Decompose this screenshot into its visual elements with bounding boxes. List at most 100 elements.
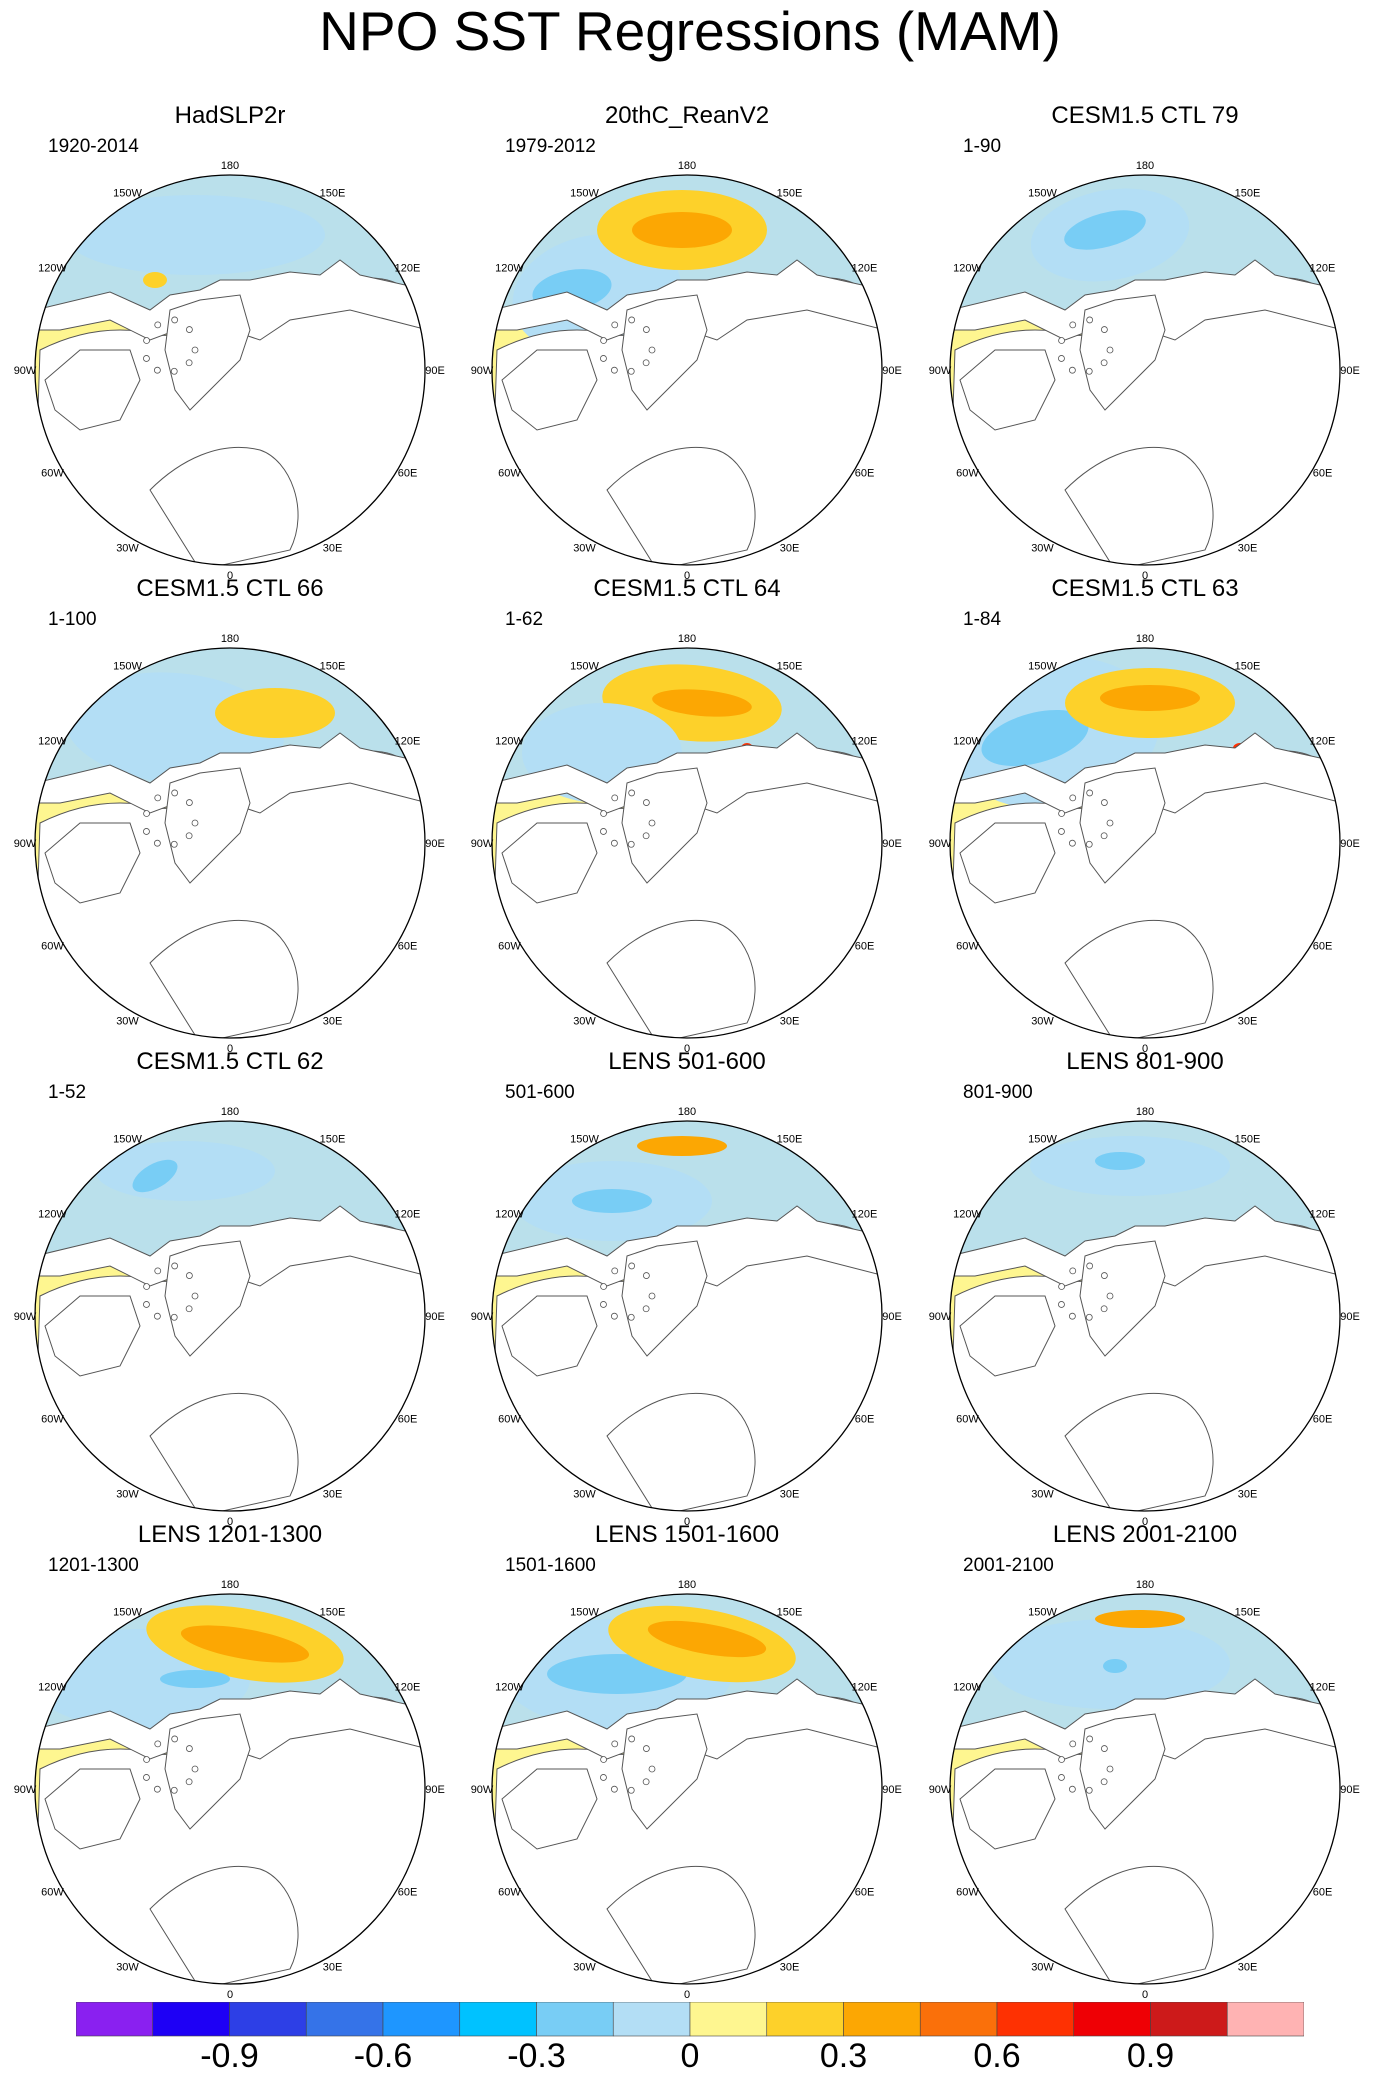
island bbox=[143, 828, 150, 835]
island bbox=[600, 355, 607, 362]
panel-period: 501-600 bbox=[505, 1082, 575, 1103]
map-border bbox=[491, 647, 883, 1039]
panel-title: LENS 1201-1300 bbox=[137, 1521, 323, 1548]
colorbar-tick-label: 0.3 bbox=[819, 2037, 868, 2075]
longitude-label: 120E bbox=[852, 736, 878, 748]
longitude-label: 150W bbox=[113, 1133, 142, 1145]
land-mass bbox=[501, 822, 598, 904]
longitude-label: 60E bbox=[1313, 941, 1333, 953]
longitude-label: 60E bbox=[398, 1887, 418, 1899]
anomaly-patch bbox=[132, 1159, 178, 1193]
land-mass bbox=[959, 349, 1056, 431]
longitude-label: 30E bbox=[780, 1489, 800, 1501]
longitude-label: 30W bbox=[1031, 543, 1054, 555]
figure-title: NPO SST Regressions (MAM) bbox=[319, 0, 1061, 62]
map-border bbox=[491, 1120, 883, 1512]
longitude-label: 150W bbox=[570, 1606, 599, 1618]
island bbox=[143, 1756, 150, 1763]
island bbox=[1068, 1312, 1076, 1320]
map-panel: CESM1.5 CTL 66 1-100 180 150E 120E 90E 60E 30E 0… bbox=[10, 573, 450, 1055]
polar-map: 180 150E 120E 90E 60E 30E 0 30W 60W 90W 120W 150W bbox=[471, 1106, 902, 1528]
island bbox=[143, 355, 150, 362]
colorbar-swatch bbox=[689, 2002, 768, 2037]
land-mass bbox=[1079, 1713, 1166, 1830]
longitude-label: 90E bbox=[425, 1784, 445, 1796]
longitude-label: 60W bbox=[498, 941, 521, 953]
longitude-label: 60W bbox=[956, 468, 979, 480]
island bbox=[185, 1272, 193, 1279]
island bbox=[627, 367, 635, 375]
longitude-label: 60E bbox=[398, 468, 418, 480]
map-panel: 20thC_ReanV2 1979-2012 180 150E 120E 90E 60E 30… bbox=[467, 100, 907, 582]
longitude-label: 90E bbox=[882, 365, 902, 377]
longitude-label: 180 bbox=[221, 1579, 239, 1591]
island bbox=[1100, 832, 1108, 840]
longitude-label: 90E bbox=[1340, 1311, 1360, 1323]
panel-period: 1920-2014 bbox=[48, 136, 139, 157]
anomaly-patch bbox=[572, 1189, 652, 1213]
land-mass bbox=[1079, 294, 1166, 411]
longitude-label: 0 bbox=[227, 570, 233, 582]
map-border bbox=[34, 1593, 426, 1985]
island bbox=[627, 840, 635, 848]
longitude-label: 30W bbox=[1031, 1016, 1054, 1028]
longitude-label: 30E bbox=[1238, 1962, 1258, 1974]
longitude-label: 120W bbox=[953, 1209, 982, 1221]
longitude-label: 30E bbox=[323, 1016, 343, 1028]
panel-period: 801-900 bbox=[963, 1082, 1033, 1103]
longitude-label: 60W bbox=[498, 1414, 521, 1426]
island bbox=[143, 1283, 150, 1290]
longitude-label: 90W bbox=[929, 1784, 952, 1796]
longitude-label: 150W bbox=[1028, 187, 1057, 199]
longitude-label: 30E bbox=[780, 543, 800, 555]
longitude-label: 120W bbox=[953, 263, 982, 275]
island bbox=[1100, 799, 1108, 806]
longitude-label: 120W bbox=[953, 1682, 982, 1694]
map-panel: CESM1.5 CTL 62 1-52 180 150E 120E 90E 60E 30E 0 3… bbox=[10, 1046, 450, 1528]
colorbar-swatch bbox=[919, 2002, 998, 2037]
island bbox=[1086, 1262, 1094, 1270]
map-panel: LENS 801-900 801-900 180 150E 120E 90E 60E 30E 0… bbox=[925, 1046, 1365, 1528]
island bbox=[171, 1262, 179, 1270]
longitude-label: 60W bbox=[41, 468, 64, 480]
longitude-label: 90W bbox=[471, 365, 494, 377]
longitude-label: 30E bbox=[323, 1962, 343, 1974]
land-mass bbox=[959, 822, 1056, 904]
map-border bbox=[491, 1593, 883, 1985]
land-mass bbox=[621, 1240, 708, 1357]
land-mass bbox=[621, 1713, 708, 1830]
colorbar-swatch bbox=[305, 2002, 384, 2037]
longitude-label: 90W bbox=[929, 365, 952, 377]
anomaly-patch bbox=[215, 688, 335, 738]
map-panel: LENS 2001-2100 2001-2100 180 150E 120E 90E 60E… bbox=[925, 1519, 1365, 2001]
panel-title: CESM1.5 CTL 79 bbox=[1051, 102, 1239, 129]
anomaly-patch bbox=[160, 1670, 230, 1688]
island bbox=[642, 1305, 650, 1313]
island bbox=[600, 828, 607, 835]
panel-title: CESM1.5 CTL 66 bbox=[136, 575, 324, 602]
panel-title: LENS 2001-2100 bbox=[1052, 1521, 1238, 1548]
island bbox=[1100, 1778, 1108, 1786]
island bbox=[1100, 359, 1108, 367]
longitude-label: 150E bbox=[320, 660, 346, 672]
island bbox=[610, 366, 618, 374]
anomaly-patch bbox=[1095, 1152, 1145, 1170]
island bbox=[628, 1735, 636, 1743]
island bbox=[153, 366, 161, 374]
island bbox=[1069, 1267, 1077, 1275]
longitude-label: 30E bbox=[780, 1962, 800, 1974]
longitude-label: 150E bbox=[1235, 1133, 1261, 1145]
longitude-label: 30W bbox=[573, 1962, 596, 1974]
island bbox=[171, 1735, 179, 1743]
longitude-label: 0 bbox=[1142, 1516, 1148, 1528]
polar-map: 180 150E 120E 90E 60E 30E 0 30W 60W 90W 120W 150W bbox=[14, 633, 445, 1055]
panel-period: 2001-2100 bbox=[963, 1555, 1054, 1576]
land-mass bbox=[501, 1295, 598, 1377]
island bbox=[628, 1262, 636, 1270]
anomaly-patch bbox=[981, 709, 1089, 767]
island bbox=[1086, 789, 1094, 797]
longitude-label: 150W bbox=[113, 1606, 142, 1618]
island bbox=[648, 1292, 656, 1300]
longitude-label: 120W bbox=[38, 263, 67, 275]
panel-title: LENS 801-900 bbox=[1066, 1048, 1224, 1075]
